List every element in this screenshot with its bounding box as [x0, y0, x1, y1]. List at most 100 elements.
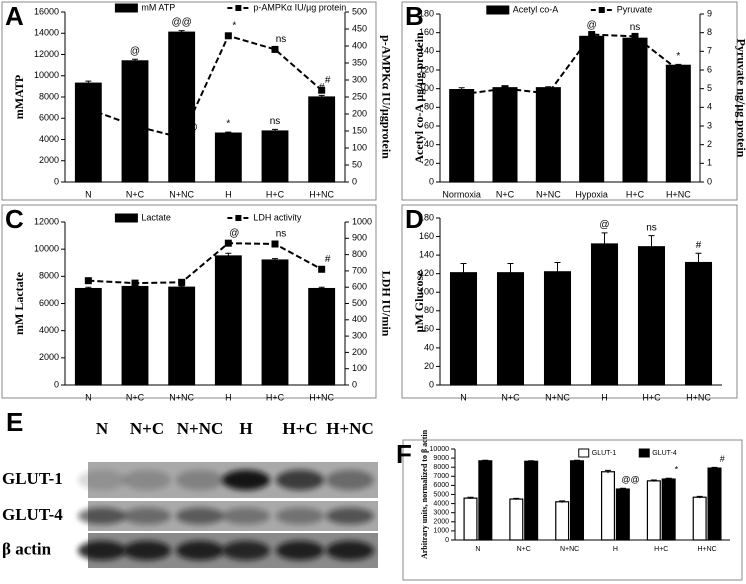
bar — [449, 88, 475, 183]
x-tick-label: N — [85, 189, 92, 199]
bar — [600, 471, 616, 541]
bar — [261, 259, 289, 386]
x-tick-label: H+NC — [697, 546, 716, 553]
x-tick-label: N+C — [126, 392, 145, 402]
line — [461, 33, 679, 96]
y-tick-label: 8000 — [433, 464, 449, 471]
bar — [590, 243, 619, 386]
annotation: * — [232, 20, 236, 31]
error-bar — [272, 128, 278, 133]
bar — [496, 272, 525, 386]
y2-tick-label: 600 — [352, 282, 367, 292]
error-bar — [559, 500, 566, 503]
annotation: * — [676, 51, 680, 62]
x-tick-label: H+C — [266, 392, 285, 402]
bar — [308, 287, 336, 386]
x-tick-label: N+NC — [169, 189, 194, 199]
panel-letter: E — [6, 407, 23, 437]
panel-frame — [401, 1, 738, 201]
legend-label: LDH activity — [253, 212, 302, 222]
error-bar — [648, 235, 655, 258]
y2-tick-label: 350 — [352, 57, 367, 67]
blot-band — [276, 507, 324, 525]
annotation: @@ — [621, 475, 639, 485]
x-tick-label: H+NC — [309, 392, 334, 402]
line-point — [224, 239, 232, 247]
y2-tick-label: 4 — [707, 102, 712, 112]
legend-label: Acetyl co-A — [513, 4, 559, 14]
error-bar — [528, 460, 535, 462]
y-axis-title: µM Glucose — [412, 270, 426, 333]
bar — [74, 287, 102, 386]
y2-tick-label: 300 — [352, 74, 367, 84]
y-tick-label: 0 — [445, 537, 449, 544]
y-tick-label: 20 — [424, 158, 434, 168]
x-tick-label: H — [225, 392, 232, 402]
y-tick-label: 160 — [419, 27, 434, 37]
panel-frame — [402, 439, 743, 581]
y-tick-label: 60 — [424, 324, 434, 334]
error-bar — [85, 286, 92, 290]
blot-band — [222, 540, 270, 561]
error-bar — [601, 232, 608, 256]
y2-tick-label: 6 — [707, 64, 712, 74]
x-tick-label: N — [460, 392, 467, 402]
error-bar — [605, 469, 611, 474]
error-bar — [272, 258, 278, 262]
y-tick-label: 2000 — [433, 519, 449, 526]
legend-label: Pyruvate — [617, 4, 653, 14]
error-bar — [132, 58, 138, 63]
x-tick-label: N+C — [517, 546, 531, 553]
panel-frame — [1, 204, 377, 399]
x-tick-label: H+NC — [309, 189, 334, 199]
blot-band — [276, 540, 324, 561]
annotation: * — [226, 119, 230, 130]
y-tick-label: 100 — [419, 287, 434, 297]
error-bar — [711, 466, 718, 469]
y-tick-label: 6000 — [39, 113, 59, 123]
blot-band — [123, 507, 171, 525]
error-bar — [665, 477, 672, 480]
error-bar — [178, 30, 185, 34]
y-tick-label: 6000 — [39, 298, 59, 308]
annotation: # — [696, 240, 702, 251]
annotation: ns — [276, 34, 287, 45]
y-tick-label: 160 — [419, 231, 434, 241]
x-tick-label: N — [475, 546, 480, 553]
legend-swatch — [578, 448, 590, 458]
error-bar — [574, 459, 580, 462]
blot-band — [326, 469, 374, 491]
bar — [665, 64, 691, 183]
y-tick-label: 14000 — [34, 28, 59, 38]
lane-label: N+NC — [177, 419, 224, 438]
bar — [524, 460, 539, 541]
legend-label: mM ATP — [141, 2, 175, 12]
y-tick-label: 40 — [424, 342, 434, 352]
bar — [74, 82, 102, 183]
row-label: β actin — [2, 539, 52, 558]
error-bar — [675, 63, 682, 67]
line — [87, 34, 323, 139]
y2-tick-label: 400 — [352, 314, 367, 324]
error-bar — [178, 285, 185, 289]
y2-tick-label: 8 — [707, 27, 712, 37]
line-point — [178, 134, 186, 142]
y-tick-label: 40 — [424, 139, 434, 149]
y-tick-label: 120 — [419, 64, 434, 74]
y2-tick-label: 700 — [352, 265, 367, 275]
panel-letter: D — [405, 204, 424, 234]
annotation: ns — [276, 229, 287, 240]
legend-swatch — [486, 5, 510, 15]
y2-tick-label: 0 — [352, 379, 357, 389]
y-tick-label: 10000 — [34, 244, 59, 254]
row-label: GLUT-1 — [2, 469, 63, 488]
x-tick-label: H+NC — [666, 189, 691, 199]
error-bar — [619, 487, 626, 490]
y2-tick-label: 1 — [707, 158, 712, 168]
annotation: ns — [630, 22, 641, 33]
annotation: @ — [130, 46, 140, 57]
x-tick-label: H+C — [642, 392, 661, 402]
legend-swatch — [114, 213, 138, 223]
blot-band — [123, 469, 171, 491]
lane-label: H — [239, 419, 252, 438]
